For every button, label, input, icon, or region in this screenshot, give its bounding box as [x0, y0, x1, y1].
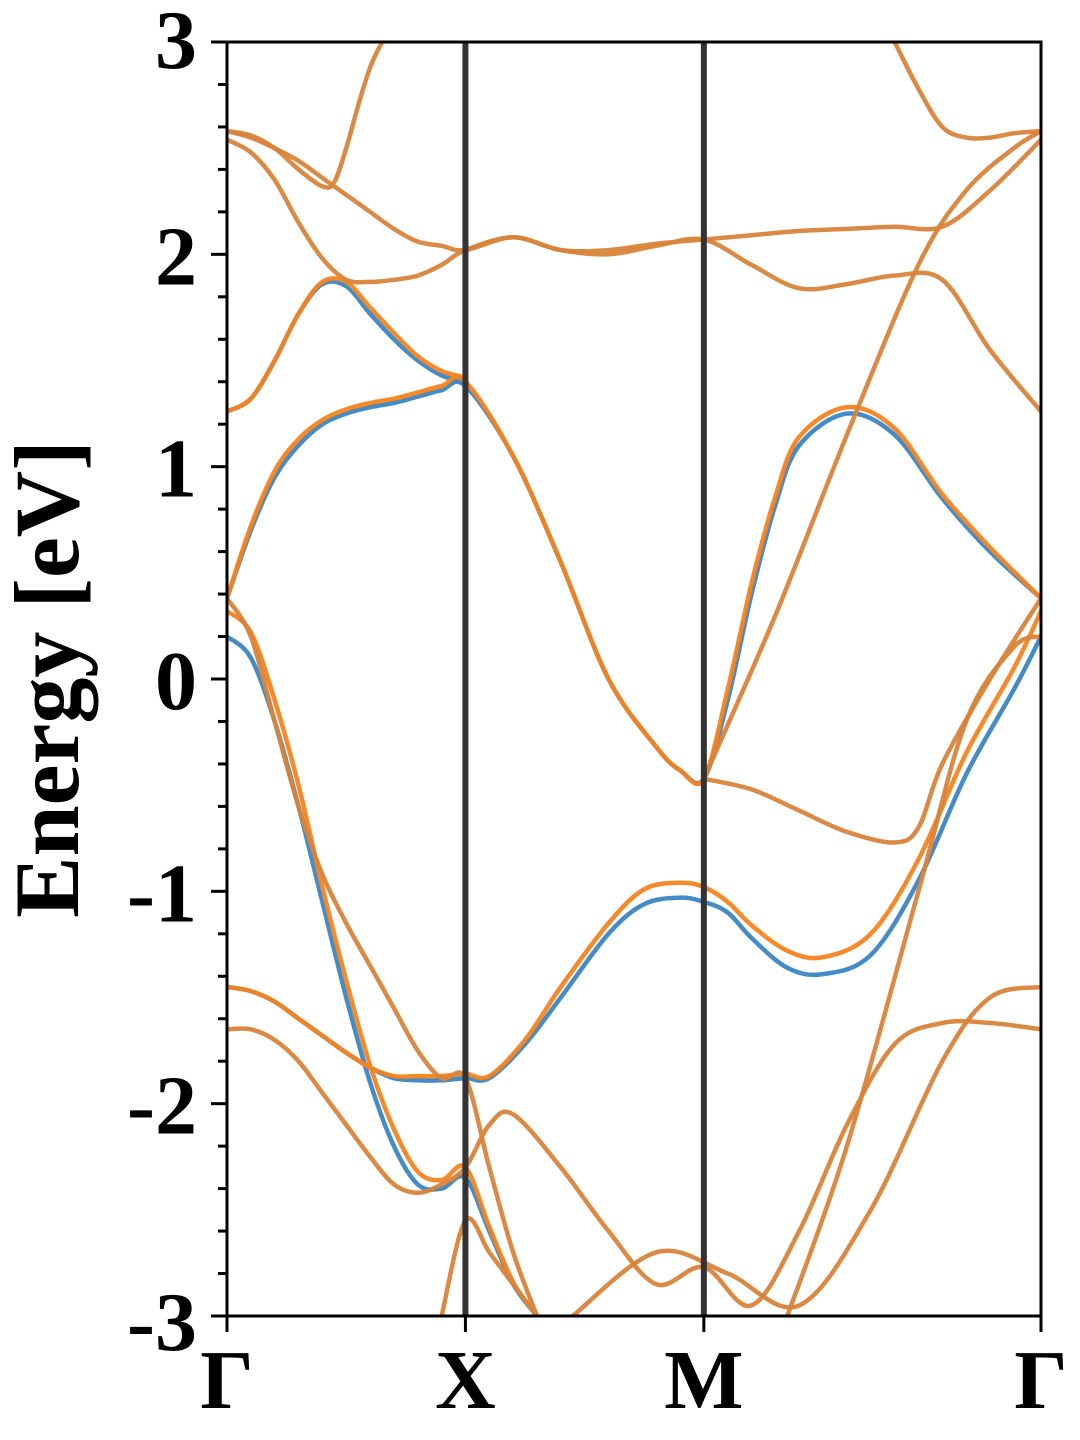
- band-line-s2-b3: [227, 128, 1041, 414]
- y-axis-ticks: 3 2 1 0 -1 -2 -3: [127, 0, 227, 1369]
- band-line-s2-b1: [227, 596, 540, 1316]
- x-tick-label: M: [664, 1334, 743, 1427]
- band-line-s1-b0: [227, 608, 1041, 1081]
- y-tick-label: -2: [127, 1060, 197, 1153]
- symmetry-lines: [462, 42, 707, 1316]
- band-line-s2-b4: [227, 42, 385, 190]
- y-tick-label: -3: [127, 1276, 197, 1369]
- band-line-s2-b7: [439, 1216, 540, 1316]
- band-line-s0-b2: [227, 379, 1041, 786]
- y-axis-label: Energy [eV]: [0, 440, 98, 918]
- y-tick-label: 3: [155, 0, 197, 87]
- band-line-s2-b9: [701, 128, 1041, 782]
- band-line-s0-b1: [227, 634, 540, 1316]
- band-line-s2-b8: [785, 634, 1041, 1316]
- band-line-s1-b1: [227, 608, 540, 1316]
- y-tick-label: -1: [127, 847, 197, 940]
- band-line-s2-b5: [701, 596, 1041, 845]
- x-tick-label: X: [435, 1334, 496, 1427]
- band-line-s1-b2: [227, 374, 1041, 787]
- x-tick-label: Γ: [1014, 1334, 1067, 1427]
- band-line-s2-b10: [892, 42, 1041, 141]
- band-line-s2-b6: [570, 984, 1041, 1316]
- y-tick-label: 2: [155, 210, 197, 303]
- y-tick-label: 0: [155, 635, 197, 728]
- plot-frame: [225, 40, 1043, 1318]
- band-line-s2-b0: [227, 1018, 1041, 1309]
- bands-layer: [227, 42, 1041, 1316]
- y-tick-label: 1: [155, 423, 197, 516]
- x-tick-label: Γ: [200, 1334, 253, 1427]
